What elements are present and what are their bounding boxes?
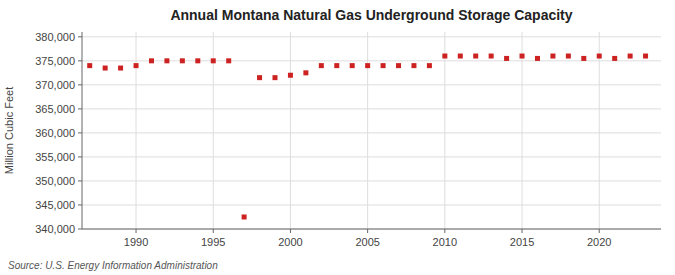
point — [103, 66, 108, 71]
point — [87, 63, 92, 68]
tick-label: 365,000 — [35, 103, 75, 115]
point — [566, 54, 571, 59]
point — [643, 54, 648, 59]
point — [242, 214, 247, 219]
tick-mark — [78, 84, 82, 85]
point — [195, 58, 200, 63]
tick-label: 375,000 — [35, 55, 75, 67]
point — [411, 63, 416, 68]
grid-line — [82, 108, 661, 109]
axes: 340,000 345,000 350,000 355,000 360,000 365,0… — [35, 31, 661, 248]
annotation: Source: U.S. Energy Information Administ… — [8, 260, 218, 271]
point — [257, 75, 262, 80]
tick-mark — [599, 229, 600, 233]
point — [597, 54, 602, 59]
point — [581, 56, 586, 61]
point — [149, 58, 154, 63]
y-axis-label: Million Cubic Feet — [3, 87, 15, 174]
tick-mark — [78, 180, 82, 181]
grid-line — [522, 32, 523, 229]
point — [504, 56, 509, 61]
point — [134, 63, 139, 68]
tick-label: 2015 — [510, 236, 534, 248]
tick-mark — [136, 229, 137, 233]
tick-label: 2005 — [355, 236, 379, 248]
tick-mark — [78, 156, 82, 157]
chart-svg: Annual Montana Natural Gas Underground S… — [0, 0, 675, 275]
grid-line — [82, 180, 661, 181]
point — [550, 54, 555, 59]
grid-line — [82, 84, 661, 85]
grid-line — [599, 32, 600, 229]
point — [489, 54, 494, 59]
grid-line — [290, 32, 291, 229]
point — [365, 63, 370, 68]
point — [458, 54, 463, 59]
tick-label: 350,000 — [35, 175, 75, 187]
tick-label: 1995 — [201, 236, 225, 248]
tick-mark — [78, 108, 82, 109]
tick-mark — [78, 36, 82, 37]
point — [520, 54, 525, 59]
tick-mark — [78, 229, 82, 230]
point — [211, 58, 216, 63]
point — [628, 54, 633, 59]
tick-mark — [522, 229, 523, 233]
y-axis-line — [82, 32, 83, 229]
point — [473, 54, 478, 59]
tick-label: 380,000 — [35, 31, 75, 43]
tick-label: 355,000 — [35, 151, 75, 163]
tick-label: 345,000 — [35, 199, 75, 211]
x-axis-line — [82, 229, 661, 230]
tick-label: 1990 — [124, 236, 148, 248]
tick-mark — [78, 60, 82, 61]
grid-line — [444, 32, 445, 229]
tick-label: 2020 — [587, 236, 611, 248]
tick-mark — [78, 204, 82, 205]
point — [303, 70, 308, 75]
tick-label: 370,000 — [35, 79, 75, 91]
point — [180, 58, 185, 63]
point — [164, 58, 169, 63]
point — [226, 58, 231, 63]
point — [334, 63, 339, 68]
point — [288, 73, 293, 78]
tick-label: 2010 — [433, 236, 457, 248]
page: {"chart_data": { "type": "scatter", "tit… — [0, 0, 675, 275]
grid-line — [82, 229, 661, 230]
grid-line — [82, 204, 661, 205]
grid-line — [367, 32, 368, 229]
tick-mark — [78, 132, 82, 133]
point — [396, 63, 401, 68]
point — [118, 66, 123, 71]
point — [350, 63, 355, 68]
point — [273, 75, 278, 80]
grid-line — [82, 156, 661, 157]
tick-label: 360,000 — [35, 127, 75, 139]
grid-line — [136, 32, 137, 229]
tick-mark — [290, 229, 291, 233]
tick-label: 2000 — [278, 236, 302, 248]
title: Annual Montana Natural Gas Underground S… — [170, 7, 572, 23]
tick-label: 340,000 — [35, 223, 75, 235]
tick-mark — [213, 229, 214, 233]
background — [0, 0, 675, 275]
chart-container: Annual Montana Natural Gas Underground S… — [0, 0, 675, 275]
grid — [82, 32, 661, 229]
grid-line — [82, 132, 661, 133]
point — [535, 56, 540, 61]
grid-line — [82, 36, 661, 37]
tick-mark — [444, 229, 445, 233]
point — [612, 56, 617, 61]
point — [381, 63, 386, 68]
point — [442, 54, 447, 59]
data-points — [87, 54, 648, 220]
point — [319, 63, 324, 68]
point — [427, 63, 432, 68]
tick-mark — [367, 229, 368, 233]
